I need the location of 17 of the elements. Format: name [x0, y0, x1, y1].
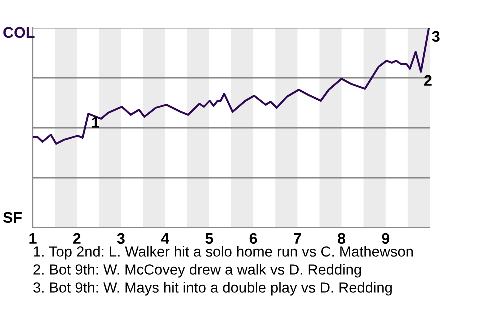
annotation: COL — [4, 27, 35, 38]
x-tick-label: 7 — [294, 233, 302, 244]
x-tick-label: 2 — [73, 233, 81, 244]
text: 1. Top 2nd: L. Walker hit a solo home run vs C. Mathewson — [34, 246, 414, 260]
text: SF — [3, 212, 22, 224]
x-tick-label: 8 — [338, 233, 346, 244]
annotation: 3 — [432, 31, 440, 42]
annotation: 1 — [92, 117, 100, 128]
x-tick-label: 3 — [117, 233, 125, 244]
annotation: 2 — [424, 75, 432, 86]
x-tick-label: 5 — [206, 233, 214, 244]
x-tick-label: 9 — [382, 233, 390, 244]
x-tick-label: 4 — [161, 233, 170, 244]
text: 2. Bot 9th: W. McCovey drew a walk vs D. Redding — [34, 264, 362, 278]
x-tick-label: 1 — [30, 233, 37, 244]
text: 3. Bot 9th: W. Mays hit into a double play vs D. Redding — [34, 282, 392, 296]
x-tick-label: 6 — [250, 233, 258, 244]
